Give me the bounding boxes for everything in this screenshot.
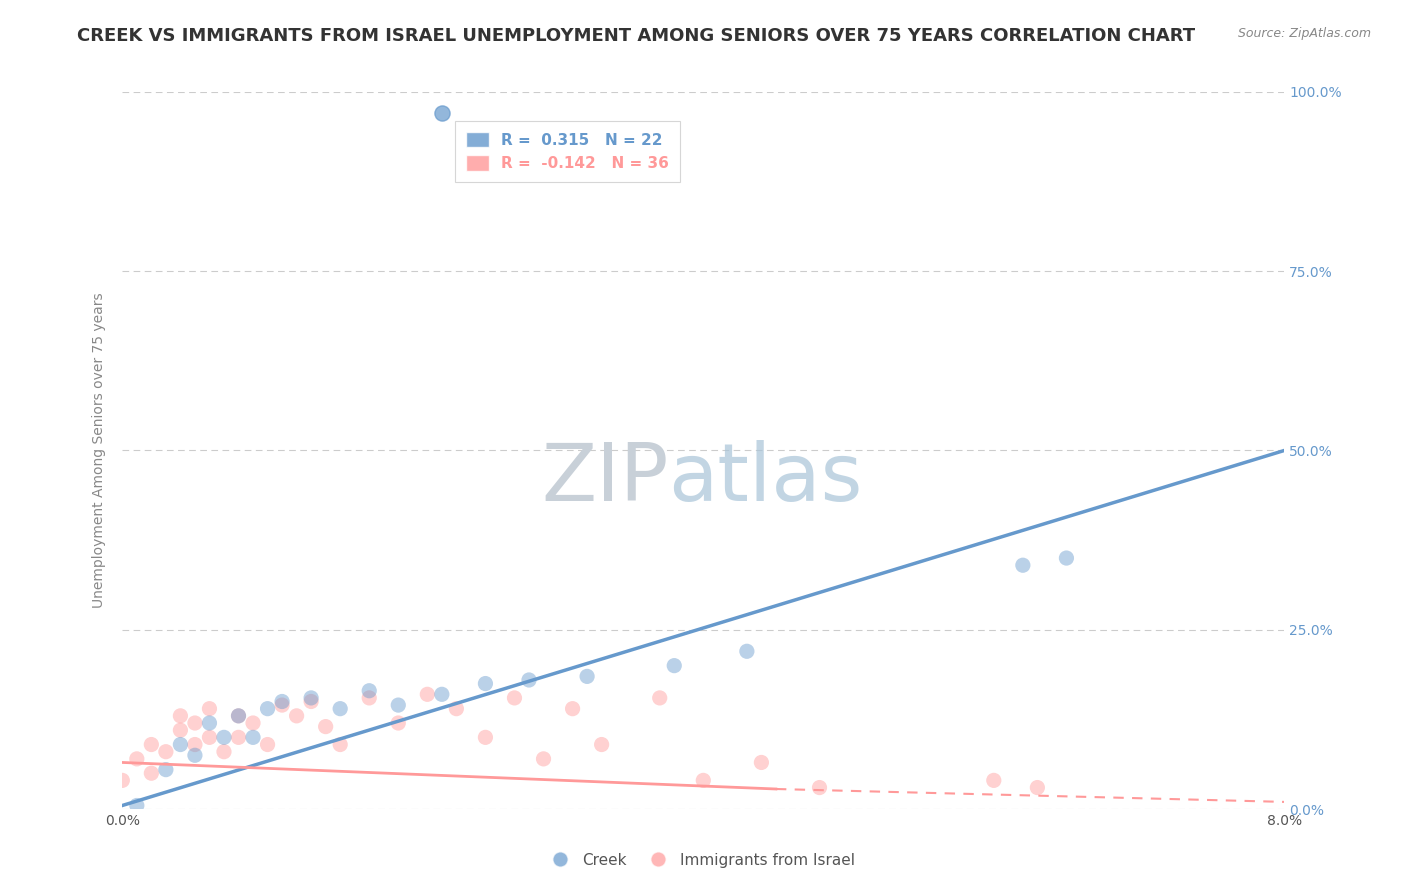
Point <box>271 698 294 712</box>
Point <box>271 694 294 708</box>
Point <box>169 723 191 738</box>
Point <box>983 773 1005 788</box>
Point <box>141 766 163 780</box>
Point <box>387 698 409 712</box>
Point <box>125 798 148 813</box>
Point <box>474 731 496 745</box>
Point <box>329 738 352 752</box>
Point <box>169 738 191 752</box>
Point <box>184 716 207 731</box>
Point <box>111 773 134 788</box>
Legend: R =  0.315   N = 22, R =  -0.142   N = 36: R = 0.315 N = 22, R = -0.142 N = 36 <box>456 121 679 182</box>
Point <box>228 731 250 745</box>
Point <box>561 701 583 715</box>
Point <box>576 669 599 683</box>
Y-axis label: Unemployment Among Seniors over 75 years: Unemployment Among Seniors over 75 years <box>93 293 107 608</box>
Point <box>446 701 468 715</box>
Point <box>299 694 322 708</box>
Legend: Creek, Immigrants from Israel: Creek, Immigrants from Israel <box>544 845 862 875</box>
Point <box>359 683 381 698</box>
Text: ZIP: ZIP <box>541 440 668 518</box>
Point <box>664 658 686 673</box>
Point <box>1026 780 1049 795</box>
Point <box>648 690 671 705</box>
Point <box>329 701 352 715</box>
Point <box>359 690 381 705</box>
Point <box>155 763 177 777</box>
Point <box>735 644 758 658</box>
Point <box>242 731 264 745</box>
Point <box>299 690 322 705</box>
Text: atlas: atlas <box>668 440 863 518</box>
Point <box>517 673 540 687</box>
Point <box>228 709 250 723</box>
Point <box>315 720 337 734</box>
Point <box>198 716 221 731</box>
Point <box>155 745 177 759</box>
Point <box>533 752 555 766</box>
Point <box>416 687 439 701</box>
Point <box>1054 551 1077 566</box>
Point <box>198 731 221 745</box>
Point <box>141 738 163 752</box>
Point <box>692 773 714 788</box>
Point <box>242 716 264 731</box>
Point <box>256 701 278 715</box>
Point <box>808 780 831 795</box>
Point <box>430 687 453 701</box>
Point <box>125 752 148 766</box>
Point <box>256 738 278 752</box>
Point <box>503 690 526 705</box>
Text: Source: ZipAtlas.com: Source: ZipAtlas.com <box>1237 27 1371 40</box>
Text: CREEK VS IMMIGRANTS FROM ISRAEL UNEMPLOYMENT AMONG SENIORS OVER 75 YEARS CORRELA: CREEK VS IMMIGRANTS FROM ISRAEL UNEMPLOY… <box>77 27 1195 45</box>
Point <box>184 738 207 752</box>
Point <box>169 709 191 723</box>
Point <box>212 745 235 759</box>
Point <box>387 716 409 731</box>
Point <box>228 709 250 723</box>
Point <box>184 748 207 763</box>
Point <box>591 738 613 752</box>
Point <box>430 106 453 120</box>
Point <box>1011 558 1033 573</box>
Point <box>198 701 221 715</box>
Point <box>285 709 308 723</box>
Point <box>751 756 773 770</box>
Point <box>212 731 235 745</box>
Point <box>474 676 496 690</box>
